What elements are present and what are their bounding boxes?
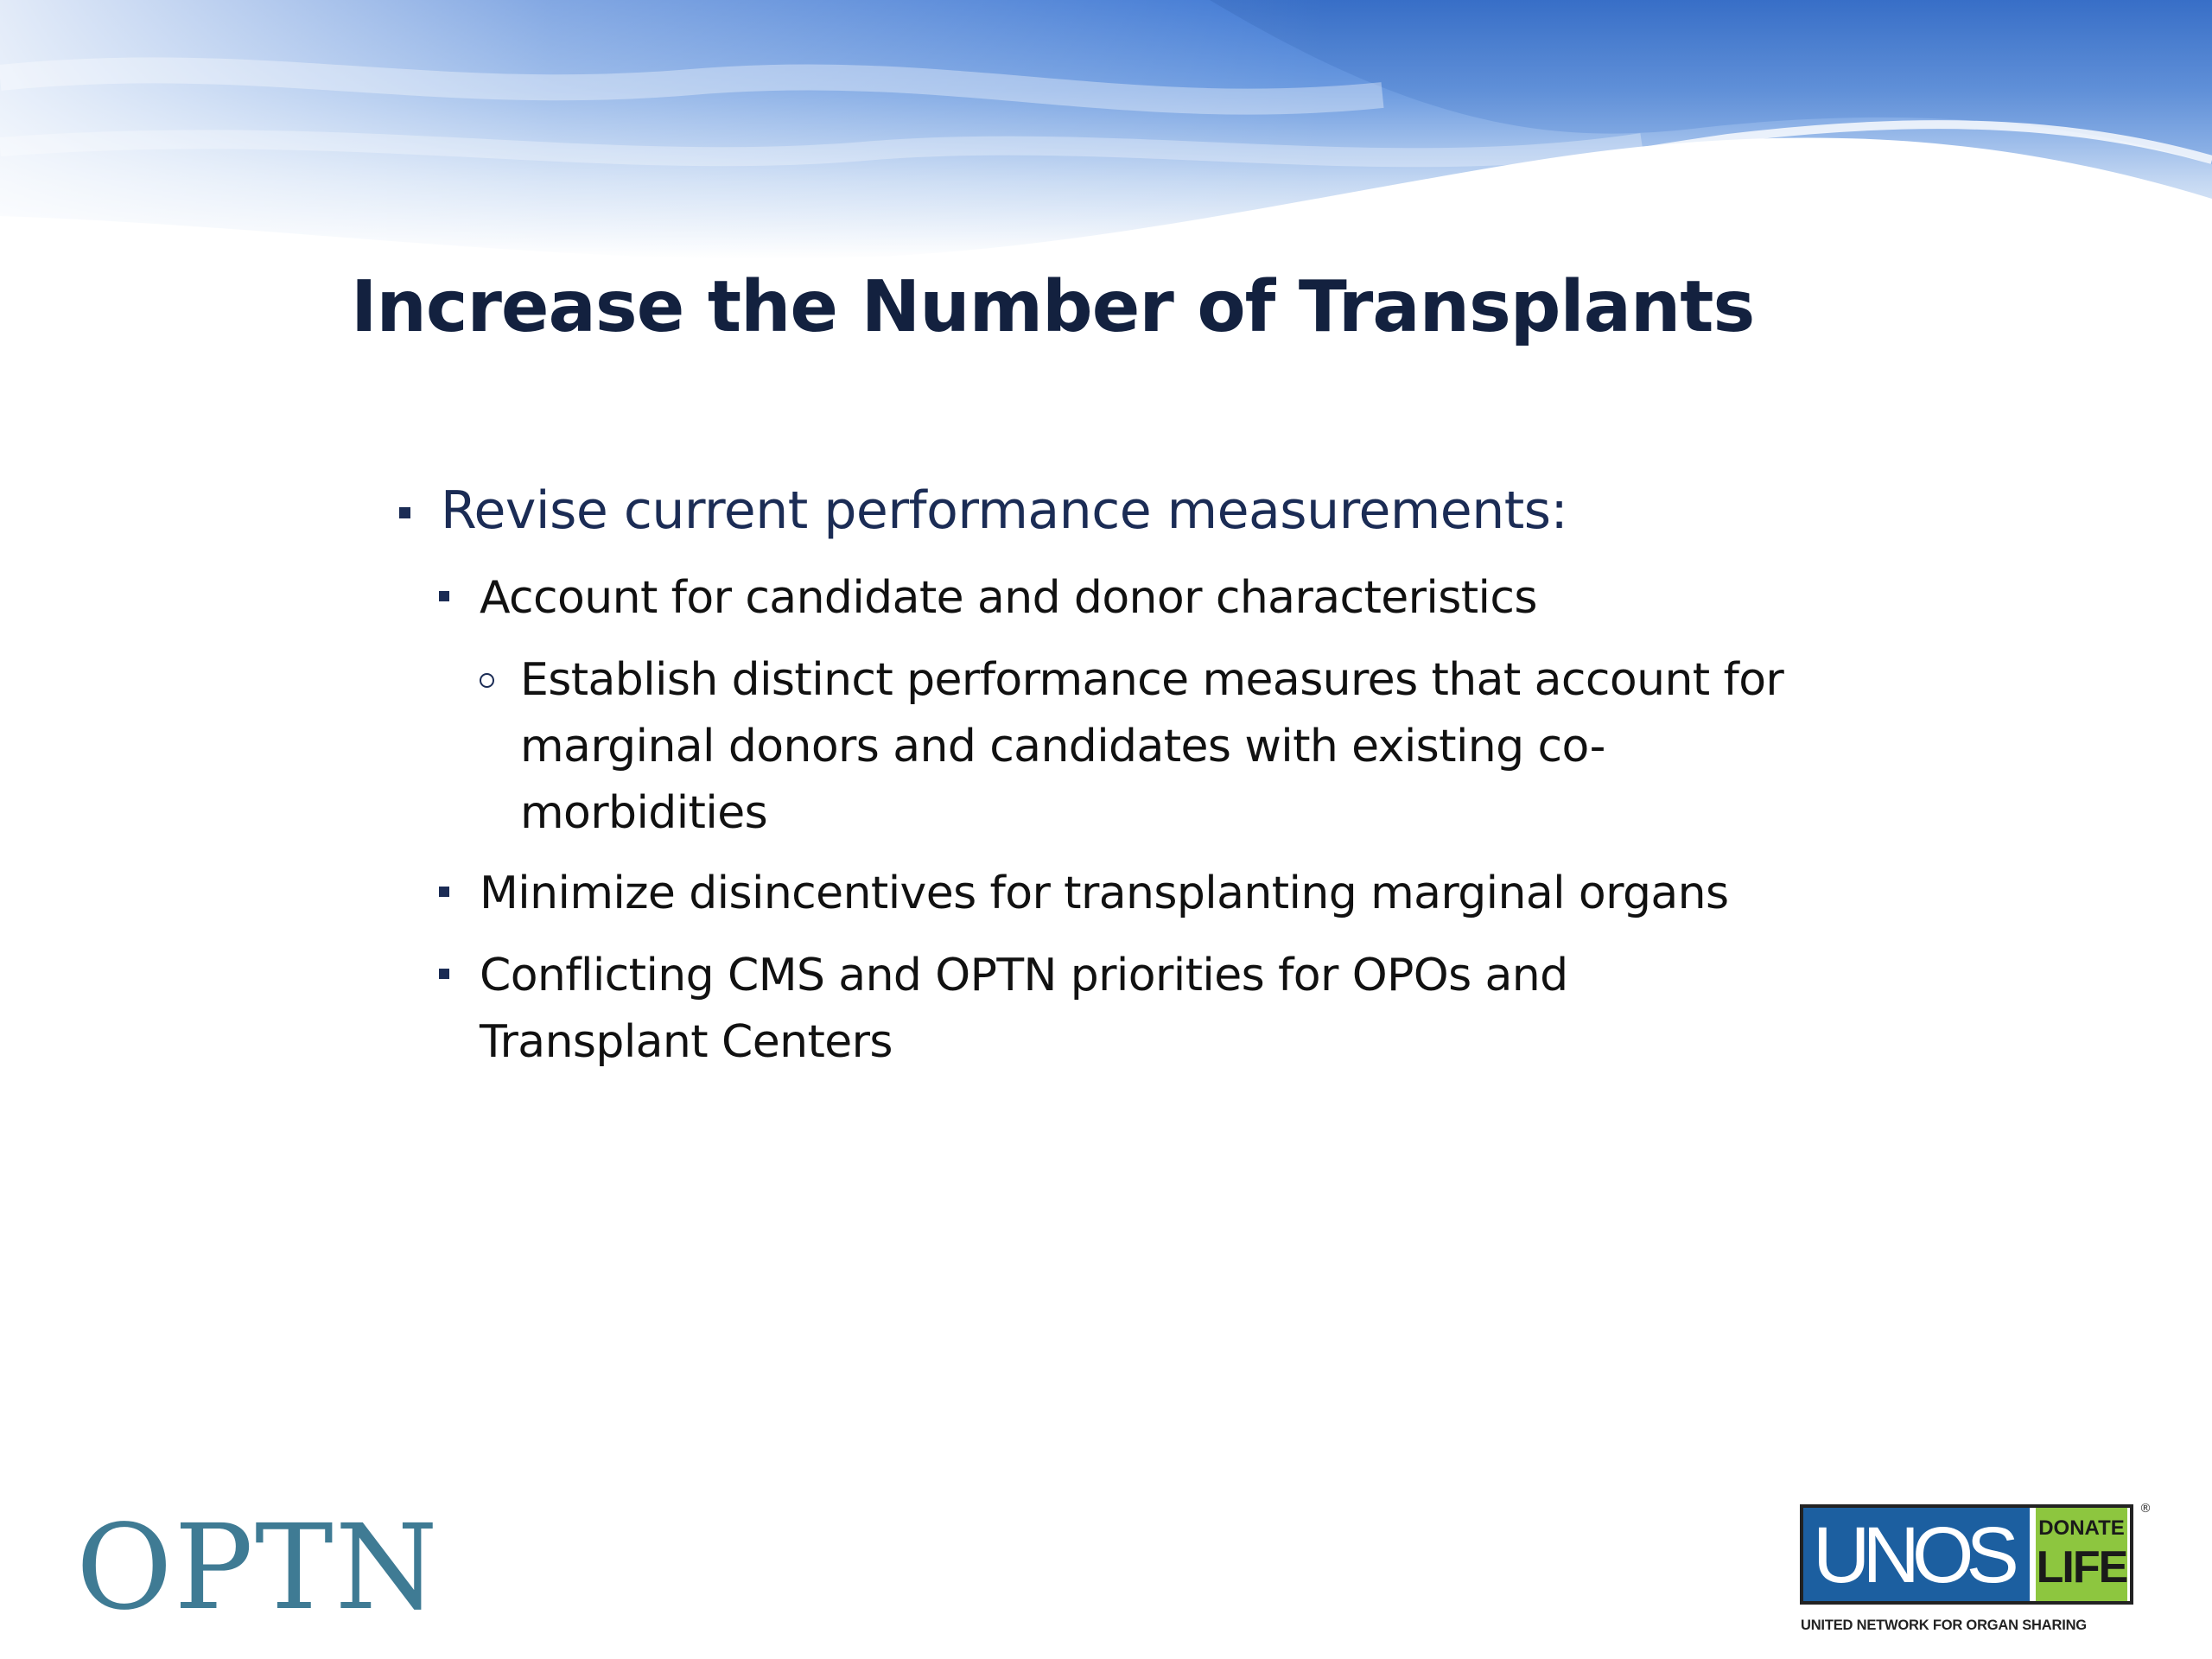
optn-logo: OPTN: [76, 1500, 440, 1637]
square-bullet-icon: [439, 887, 449, 897]
circle-bullet-icon: [480, 673, 494, 688]
bullet-text: Minimize disincentives for transplanting…: [480, 868, 1729, 919]
square-bullet-icon: [439, 591, 449, 601]
unos-wordmark: UNOS: [1813, 1511, 2019, 1599]
bullet-text: Revise current performance measurements:: [441, 480, 1568, 541]
bullet-text: Conflicting CMS and OPTN priorities for …: [480, 950, 1568, 1068]
square-bullet-icon: [439, 969, 449, 979]
unos-tagline: UNITED NETWORK FOR ORGAN SHARING: [1801, 1618, 2087, 1633]
header-banner: [0, 0, 2212, 311]
square-bullet-icon: [399, 507, 410, 518]
donate-life-panel: [2036, 1508, 2127, 1601]
donate-wordmark: DONATE: [2038, 1516, 2125, 1540]
registered-mark: ®: [2139, 1502, 2152, 1516]
bullet-level3: Establish distinct performance measures …: [480, 647, 1827, 847]
unos-blue-panel: [1803, 1508, 2030, 1601]
life-wordmark: LIFE: [2036, 1542, 2129, 1592]
bullet-text: Establish distinct performance measures …: [520, 654, 1784, 839]
bullet-level2: Conflicting CMS and OPTN priorities for …: [439, 943, 1787, 1076]
bullet-text: Account for candidate and donor characte…: [480, 572, 1537, 624]
bullet-level2: Minimize disincentives for transplanting…: [439, 861, 1729, 927]
bullet-level1: Revise current performance measurements:: [399, 479, 1568, 543]
unos-donate-life-logo: UNOS DONATE LIFE ® UNITED NETWORK FOR OR…: [1797, 1502, 2160, 1640]
slide-title: Increase the Number of Transplants: [351, 266, 1755, 348]
bullet-level2: Account for candidate and donor characte…: [439, 565, 1537, 632]
